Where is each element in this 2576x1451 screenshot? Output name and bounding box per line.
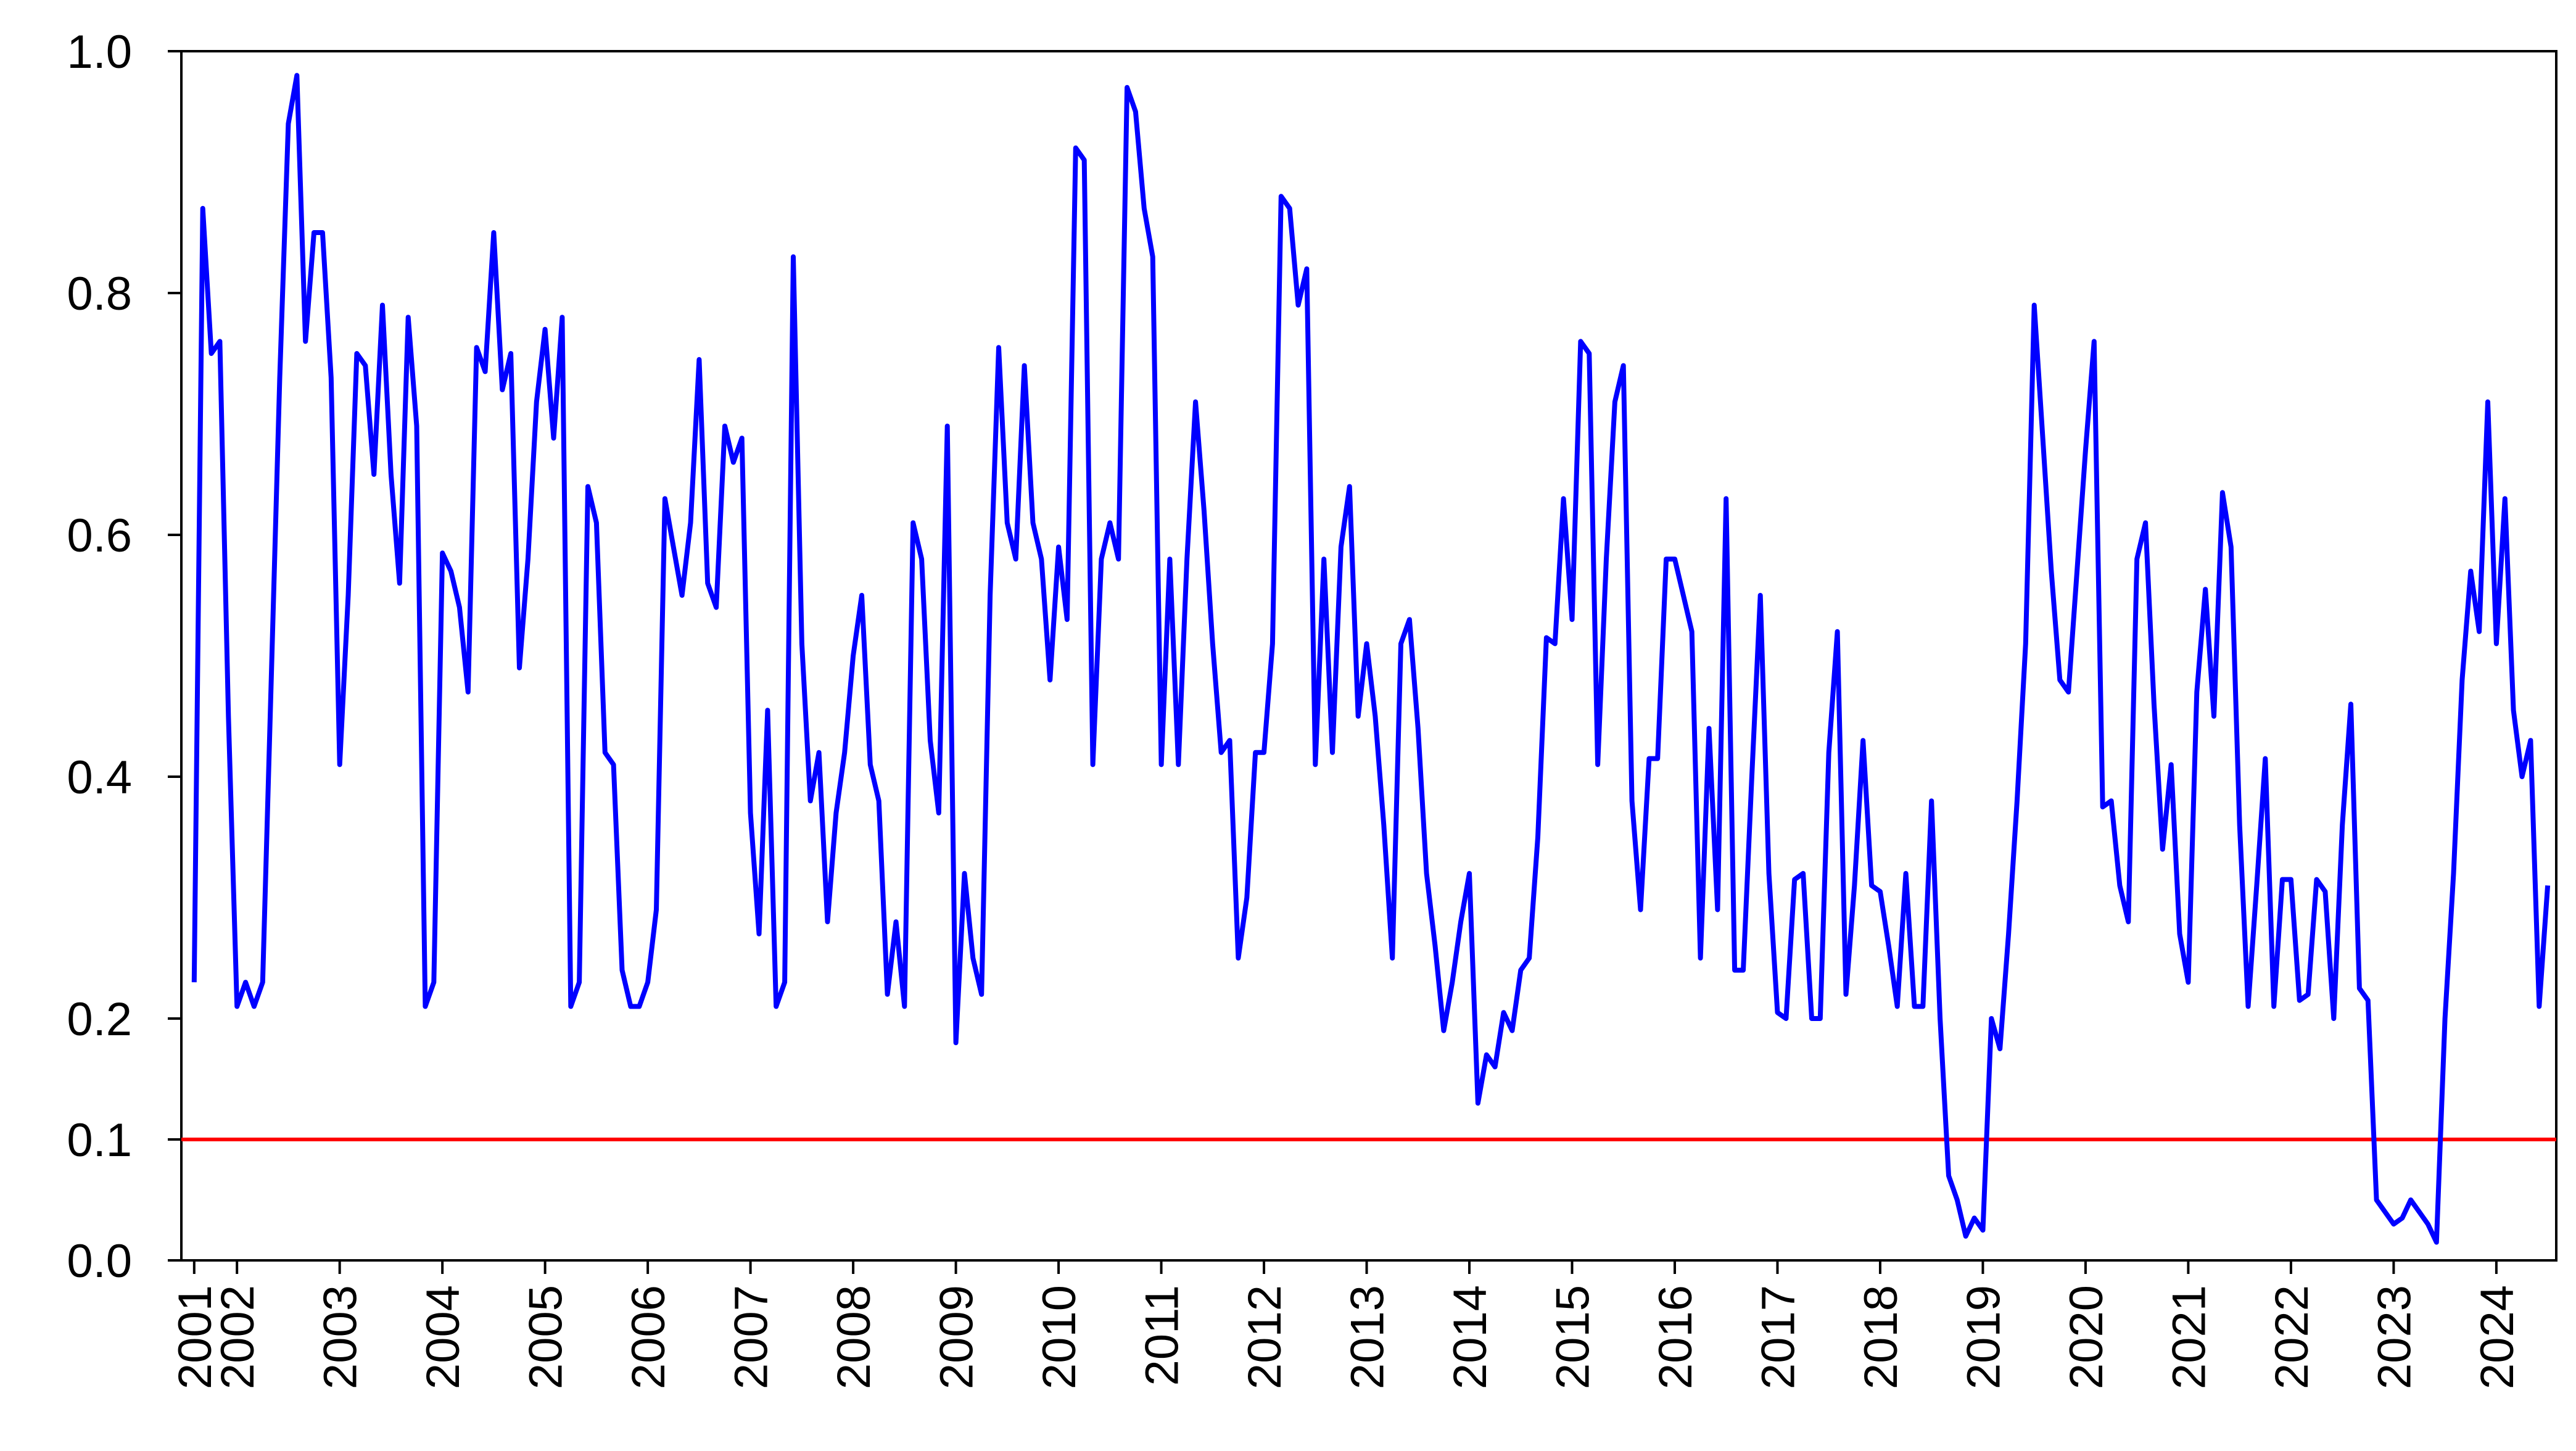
x-tick-label: 2013 [1342, 1285, 1394, 1389]
x-tick-label: 2005 [520, 1285, 572, 1389]
y-tick-label: 0.6 [67, 510, 132, 562]
x-tick-label: 2019 [1957, 1285, 2010, 1389]
plot-frame [180, 50, 2557, 1262]
x-tick-label: 2004 [417, 1285, 469, 1389]
x-tick-label: 2012 [1239, 1285, 1291, 1389]
x-tick-label: 2009 [931, 1285, 983, 1389]
x-tick-label: 2010 [1033, 1285, 1086, 1389]
x-tick-label: 2015 [1547, 1285, 1600, 1389]
x-tick-label: 2014 [1444, 1285, 1496, 1389]
x-tick-label: 2017 [1752, 1285, 1804, 1389]
x-tick-label: 2018 [1855, 1285, 1907, 1389]
y-tick-label: 0.2 [67, 993, 132, 1046]
x-tick-label: 2020 [2060, 1285, 2113, 1389]
x-tick-label: 2008 [828, 1285, 880, 1389]
x-tick-label: 2002 [212, 1285, 264, 1389]
x-tick-label: 2003 [315, 1285, 367, 1389]
data-line [191, 73, 2551, 1245]
x-tick-label: 2024 [2471, 1285, 2524, 1389]
x-tick-label: 2006 [622, 1285, 675, 1389]
x-tick-label: 2016 [1649, 1285, 1702, 1389]
x-tick-label: 2007 [725, 1285, 778, 1389]
y-tick-label: 0.8 [67, 268, 132, 320]
x-tick-label: 2001 [169, 1285, 221, 1389]
y-tick-label: 0.1 [67, 1114, 132, 1167]
y-tick-label: 0.0 [67, 1235, 132, 1288]
y-tick-label: 0.4 [67, 751, 132, 804]
x-tick-label: 2022 [2266, 1285, 2318, 1389]
y-tick-label: 1.0 [67, 26, 132, 78]
x-tick-label: 2021 [2163, 1285, 2215, 1389]
x-tick-label: 2023 [2368, 1285, 2421, 1389]
x-tick-label: 2011 [1136, 1285, 1189, 1386]
